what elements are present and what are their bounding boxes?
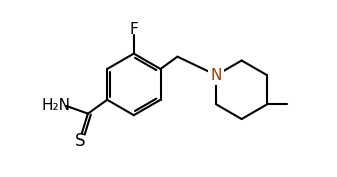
Text: F: F — [129, 22, 138, 37]
Text: S: S — [75, 132, 86, 150]
Text: H₂N: H₂N — [41, 98, 70, 113]
Text: N: N — [211, 68, 222, 83]
